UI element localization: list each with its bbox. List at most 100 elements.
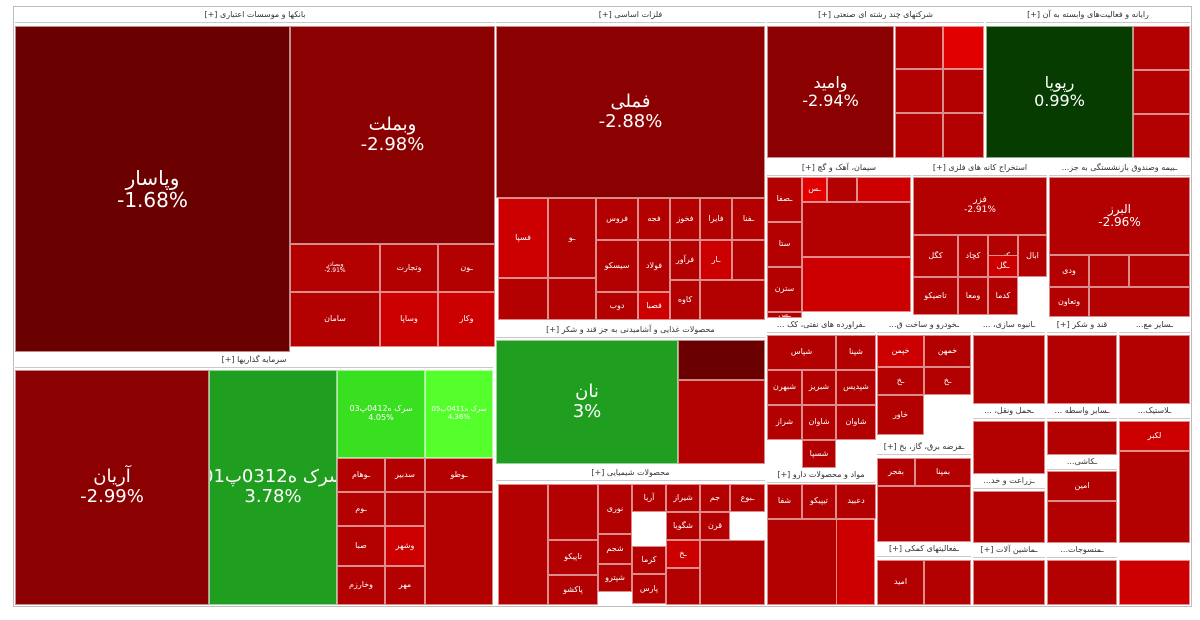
sector-header-machinery[interactable]: ـماشین آلات [+]: [973, 543, 1045, 558]
tile-o4[interactable]: شبریز: [802, 370, 836, 405]
sector-header-real-estate[interactable]: ـانبوه سازی، ...: [973, 318, 1045, 333]
tile-minor[interactable]: [548, 278, 596, 320]
tile-s5[interactable]: وکار: [438, 292, 495, 347]
tile-minor[interactable]: [1119, 560, 1190, 605]
tile-e1[interactable]: بمپنا: [915, 458, 971, 486]
tile-o8[interactable]: شسپا: [802, 440, 836, 468]
tile-ch5[interactable]: نوری: [598, 484, 632, 534]
tile-i1[interactable]: ـوهام: [337, 458, 385, 492]
tile-saraq2[interactable]: سرک ه0412پ03 4.05%: [337, 370, 425, 458]
tile-k6[interactable]: کدما: [988, 277, 1018, 315]
tile-ch2[interactable]: جم: [700, 484, 730, 512]
tile-minor[interactable]: [973, 491, 1045, 543]
tile-minor[interactable]: [1119, 451, 1190, 543]
tile-m1[interactable]: فولاد: [638, 240, 670, 292]
tile-minor[interactable]: [498, 484, 548, 605]
tile-o6[interactable]: شاوان: [802, 405, 836, 440]
tile-minor[interactable]: [678, 380, 765, 464]
tile-m13[interactable]: فصبا: [638, 292, 670, 320]
sector-header-multi-industry[interactable]: شرکتهای چند رشته ای صنعتی [+]: [767, 8, 984, 23]
tile-s2[interactable]: وساپا: [380, 292, 438, 347]
sector-header-computer[interactable]: رایانه و فعالیت‌های وابسته به آن [+]: [986, 8, 1190, 23]
tile-o7[interactable]: شپدیس: [836, 370, 876, 405]
tile-aryan[interactable]: آریان -2.99%: [15, 370, 209, 605]
tile-minor[interactable]: [802, 257, 911, 312]
sector-header-sugar[interactable]: قند و شکر [+]: [1047, 318, 1117, 333]
tile-minor[interactable]: [857, 177, 911, 202]
sector-header-other-mining[interactable]: ـسایر مع...: [1119, 318, 1190, 333]
tile-b2[interactable]: وتعاون: [1049, 287, 1089, 317]
tile-c2[interactable]: ستا: [767, 222, 802, 267]
tile-g1[interactable]: لکبر: [1119, 421, 1190, 451]
tile-minor[interactable]: [827, 177, 857, 202]
tile-ch9[interactable]: شجم: [598, 534, 632, 564]
tile-o5[interactable]: شراز: [767, 405, 802, 440]
tile-minor[interactable]: [943, 113, 984, 158]
sector-header-other-financial[interactable]: ـسایر واسطه ...: [1047, 404, 1117, 419]
tile-a4[interactable]: ـخ: [924, 367, 971, 395]
tile-nan[interactable]: نان 3%: [496, 340, 678, 464]
sector-header-transport[interactable]: ـحمل ونقل، ...: [973, 404, 1045, 419]
tile-m8[interactable]: سیسکو: [596, 240, 638, 292]
tile-e3[interactable]: امید: [877, 560, 924, 605]
tile-minor[interactable]: [1133, 26, 1190, 70]
sector-header-insurance[interactable]: ـبیمه وصندوق بازنشستگی به جز...: [1049, 161, 1190, 176]
tile-ch7[interactable]: قرن: [700, 512, 730, 540]
tile-k4[interactable]: تاصیکو: [913, 277, 958, 315]
tile-ch13[interactable]: پارس: [632, 574, 666, 604]
sector-header-banks[interactable]: بانکها و موسسات اعتباری [+]: [15, 8, 495, 23]
tile-minor[interactable]: [877, 486, 971, 542]
tile-minor[interactable]: [895, 26, 943, 69]
tile-b1[interactable]: ودی: [1049, 255, 1089, 287]
tile-vamid[interactable]: وامید -2.94%: [767, 26, 894, 158]
tile-ch10[interactable]: تاپیکو: [548, 540, 598, 575]
tile-ph3[interactable]: شفا: [767, 484, 802, 519]
tile-ch4[interactable]: آریا: [632, 484, 666, 512]
tile-saraq1[interactable]: سرک ه0312پ013.78%: [209, 370, 337, 605]
sector-header-food[interactable]: محصولات غذایی و آشامیدنی به جز قند و شکر…: [496, 323, 765, 338]
tile-vebmellat[interactable]: وبملت -2.98%: [290, 26, 495, 244]
tile-ch14[interactable]: پاکشو: [548, 575, 598, 605]
tile-m2[interactable]: فخوز: [670, 198, 700, 240]
tile-o2[interactable]: شپاس: [767, 335, 836, 370]
tile-minor[interactable]: [1133, 114, 1190, 158]
tile-e2[interactable]: بفجر: [877, 458, 915, 486]
sector-header-tile[interactable]: ـکاشی...: [1047, 455, 1117, 470]
tile-minor[interactable]: [973, 335, 1045, 404]
sector-header-agriculture[interactable]: ـزراعت و خد...: [973, 474, 1045, 489]
tile-m5[interactable]: فروس: [596, 198, 638, 240]
tile-minor[interactable]: [943, 26, 984, 69]
tile-m6[interactable]: فجه: [638, 198, 670, 240]
sector-header-textiles[interactable]: ـمنسوجات...: [1047, 543, 1117, 558]
tile-ch8[interactable]: ـخ: [666, 540, 700, 568]
tile-o3[interactable]: شبهرن: [767, 370, 802, 405]
tile-c5[interactable]: ـس: [802, 177, 827, 202]
tile-o9[interactable]: شاوان: [836, 405, 876, 440]
tile-minor[interactable]: [973, 421, 1045, 474]
tile-m12[interactable]: دوب: [596, 292, 638, 320]
tile-i3[interactable]: ـوطو: [425, 458, 493, 492]
tile-minor[interactable]: [425, 492, 493, 605]
tile-minor[interactable]: [802, 202, 911, 257]
sector-header-leasing[interactable]: ـلاستیک...: [1119, 404, 1190, 419]
tile-minor[interactable]: [700, 280, 765, 320]
tile-minor[interactable]: [1047, 501, 1117, 543]
tile-minor[interactable]: [498, 278, 548, 320]
sector-header-basic-metals[interactable]: فلزات اساسی [+]: [496, 8, 765, 23]
tile-k5[interactable]: ومعا: [958, 277, 988, 315]
tile-ph2[interactable]: تیپیکو: [802, 484, 836, 519]
tile-minor[interactable]: [1047, 335, 1117, 404]
sector-header-investment[interactable]: سرمایه گذاریها [+]: [15, 353, 493, 368]
tile-i2[interactable]: سدبیر: [385, 458, 425, 492]
tile-minor[interactable]: [700, 540, 765, 605]
tile-k7[interactable]: ـگل: [988, 255, 1018, 277]
tile-minor[interactable]: [924, 560, 971, 605]
tile-minor[interactable]: [1047, 560, 1117, 605]
tile-i5[interactable]: صبا: [337, 526, 385, 566]
tile-m4[interactable]: ـفنا: [732, 198, 765, 240]
tile-a3[interactable]: ـخ: [877, 367, 924, 395]
tile-minor[interactable]: [1119, 335, 1190, 404]
tile-ch1[interactable]: ـبوع: [730, 484, 765, 512]
tile-i4[interactable]: ـوم: [337, 492, 385, 526]
tile-m10[interactable]: فسپا: [498, 198, 548, 278]
